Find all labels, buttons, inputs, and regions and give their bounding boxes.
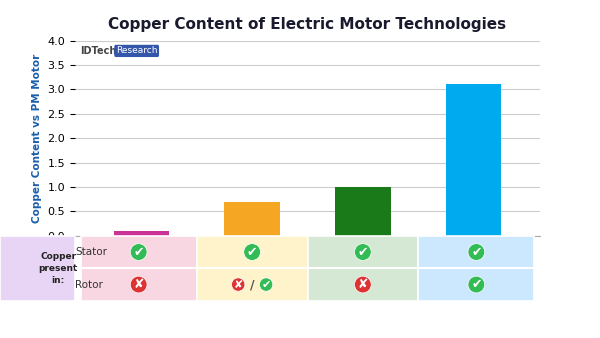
Text: ✔: ✔	[471, 245, 482, 259]
Bar	[197, 236, 308, 268]
Bar	[197, 268, 308, 301]
Bar	[308, 236, 418, 268]
Text: ✔: ✔	[262, 280, 271, 290]
Bar	[114, 231, 169, 236]
Text: Stator: Stator	[75, 247, 107, 257]
Text: ✔: ✔	[133, 245, 144, 259]
Bar	[418, 268, 535, 301]
Text: ✘: ✘	[358, 278, 368, 291]
Title: Copper Content of Electric Motor Technologies: Copper Content of Electric Motor Technol…	[109, 18, 506, 32]
Text: ✔: ✔	[471, 278, 482, 291]
Y-axis label: Copper Content vs PM Motor: Copper Content vs PM Motor	[32, 53, 42, 223]
Text: Copper
present
in:: Copper present in:	[38, 252, 78, 285]
Text: ✘: ✘	[233, 280, 243, 290]
Bar	[418, 236, 535, 268]
Bar	[0, 236, 75, 301]
Text: Research: Research	[116, 46, 157, 55]
Bar	[446, 84, 501, 236]
Text: IDTechEx: IDTechEx	[80, 46, 129, 56]
Bar	[80, 236, 197, 268]
Text: /: /	[250, 278, 254, 291]
Text: ✘: ✘	[133, 278, 144, 291]
Text: ✔: ✔	[247, 245, 257, 259]
Bar	[335, 187, 391, 236]
Bar	[224, 201, 280, 236]
Bar	[80, 268, 197, 301]
Text: Rotor: Rotor	[75, 280, 103, 290]
Bar	[308, 268, 418, 301]
Text: ✔: ✔	[358, 245, 368, 259]
